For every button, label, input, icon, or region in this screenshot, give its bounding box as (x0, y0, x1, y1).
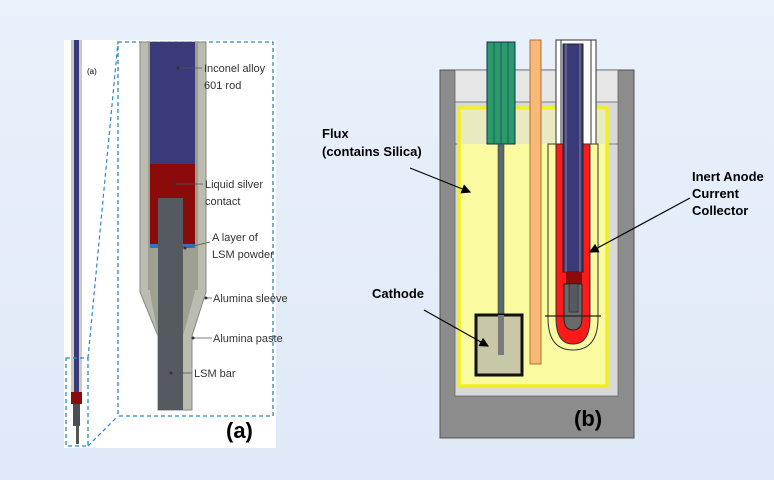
alumina-paste-left (150, 248, 158, 336)
label-flux-line2: (contains Silica) (322, 144, 422, 159)
zoom-line-top (87, 41, 119, 359)
label-lsm-layer-line1: A layer of (212, 232, 259, 244)
label-anode-line1: Inert Anode (692, 169, 764, 184)
label-anode-line3: Collector (692, 203, 748, 218)
label-anode-line2: Current (692, 186, 740, 201)
electrode-overview (71, 40, 82, 444)
label-inconel-line2: 601 rod (204, 80, 241, 92)
label-alumina-paste: Alumina paste (213, 333, 283, 345)
inconel-rod (150, 42, 195, 164)
label-lsm-bar: LSM bar (194, 368, 236, 380)
label-cathode: Cathode (372, 286, 424, 301)
label-inconel-line1: Inconel alloy (204, 63, 266, 75)
label-silver-line1: Liquid silver (205, 179, 263, 191)
label-alumina-sleeve: Alumina sleeve (213, 293, 288, 305)
flux-arrow (409, 167, 472, 194)
alumina-paste-right (183, 248, 195, 336)
anode-arrow (588, 197, 691, 253)
small-panel-tag: (a) (87, 67, 97, 76)
overview-lsm (73, 404, 80, 426)
zoom-line-bottom (87, 415, 119, 447)
label-silver-line2: contact (205, 196, 240, 208)
overview-rod (71, 40, 82, 400)
lsm-bar (158, 198, 183, 410)
cathode-arrow (423, 309, 490, 347)
electrode-detail (139, 41, 207, 411)
overview-silver (71, 392, 82, 404)
panel-b: Flux (contains Silica) Inert Anode Curre… (322, 39, 764, 439)
zoom-source-box (65, 357, 89, 447)
label-flux-line1: Flux (322, 126, 349, 141)
panel-b-caption: (b) (574, 406, 602, 431)
label-lsm-layer-line2: LSM powder (212, 249, 274, 261)
panel-a-caption: (a) (226, 418, 253, 443)
panel-a: (a) (64, 40, 288, 448)
orange-tube (529, 39, 542, 365)
